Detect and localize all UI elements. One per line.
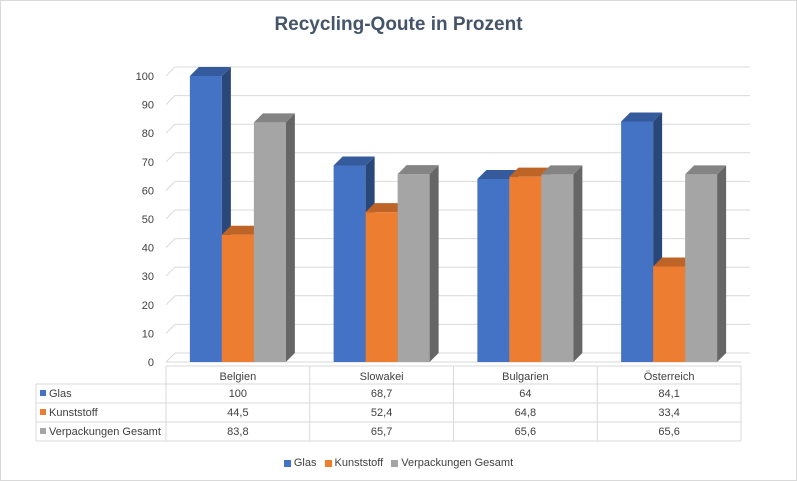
legend-swatch [324,459,332,467]
legend-entry: Glas [283,457,317,469]
y-tick-label: 40 [142,243,154,255]
bar-side [429,165,439,362]
gridline-side [165,238,176,248]
bar-face [221,234,254,362]
x-tick-label: Bulgarien [502,371,548,383]
y-tick-label: 60 [142,185,154,197]
table-cell-value: 65,6 [515,426,536,438]
table-cell-value: 33,4 [658,407,679,419]
legend-label: Verpackungen Gesamt [401,457,514,469]
legend-swatch [391,459,399,467]
gridline-side [165,209,176,220]
x-tick-label: Österreich [644,371,695,383]
table-legend-swatch [40,409,46,415]
table-legend-swatch [40,428,46,434]
bar-side [573,165,583,362]
table-cell-value: 44,5 [227,407,248,419]
table-cell-value: 64 [519,388,531,400]
bar-side [717,165,727,362]
table-cell-value: 100 [229,388,247,400]
gridline-side [165,352,176,363]
gridline-side [165,123,176,134]
bar-face [477,178,510,362]
bar-face [189,76,222,362]
y-tick-label: 0 [148,357,154,369]
gridline-side [165,324,176,334]
bar-verpackungen-gesamt [541,165,583,362]
y-tick-label: 80 [142,128,154,140]
bar-face [253,122,286,362]
bar-verpackungen-gesamt [253,113,295,362]
table-row-label: Verpackungen Gesamt [49,426,161,438]
legend-entry: Verpackungen Gesamt [391,457,513,469]
table-cell-value: 68,7 [371,388,392,400]
bar-top [253,113,295,123]
table-cell-value: 65,6 [658,426,679,438]
legend-swatch [283,459,291,467]
y-tick-label: 90 [142,100,154,112]
x-tick-label: Slowakei [360,371,404,383]
table-row-label: Glas [49,388,72,400]
bar-verpackungen-gesamt [397,165,439,362]
bar-face [397,174,430,362]
y-tick-label: 50 [142,214,154,226]
table-cell-value: 52,4 [371,407,392,419]
legend-label: Glas [293,457,317,469]
bar-top [221,225,263,235]
bar-side [285,113,295,362]
table-cell-value: 84,1 [658,388,679,400]
bar-top [477,169,519,179]
bar-face [685,174,718,362]
y-tick-label: 70 [142,157,154,169]
chart-title: Recycling-Qoute in Prozent [274,14,523,35]
bar-top [653,257,695,267]
y-tick-label: 100 [136,71,154,83]
y-tick-label: 30 [142,271,154,283]
bar-face [365,212,398,362]
y-tick-label: 20 [142,300,154,312]
table-cell-value: 83,8 [227,426,248,438]
bar-face [541,174,574,362]
bar-face [621,121,654,362]
bar-top [541,165,583,175]
legend-entry: Kunststoff [324,457,384,469]
bar-face [509,176,542,362]
gridline-side [165,95,176,105]
gridline-side [165,152,176,163]
gridline-side [165,266,176,277]
bar-top [685,165,727,175]
chart-legend: Glas Kunststoff Verpackungen Gesamt [1,457,796,469]
bar-top [365,203,407,213]
bar-top [189,67,231,76]
bar-verpackungen-gesamt [685,165,727,362]
y-tick-label: 10 [142,328,154,340]
gridline-side [165,295,176,306]
gridline-side [165,181,176,191]
bar-top [333,156,375,166]
table-cell-value: 65,7 [371,426,392,438]
legend-label: Kunststoff [334,457,384,469]
bar-face [653,266,686,362]
bar-top [509,167,551,177]
table-row-label: Kunststoff [49,407,99,419]
gridline-side [165,66,176,77]
bar-top [621,112,663,122]
bar-top [397,165,439,175]
x-tick-label: Belgien [220,371,257,383]
bar-face [333,165,366,362]
table-cell-value: 64,8 [515,407,536,419]
table-legend-swatch [40,390,46,396]
